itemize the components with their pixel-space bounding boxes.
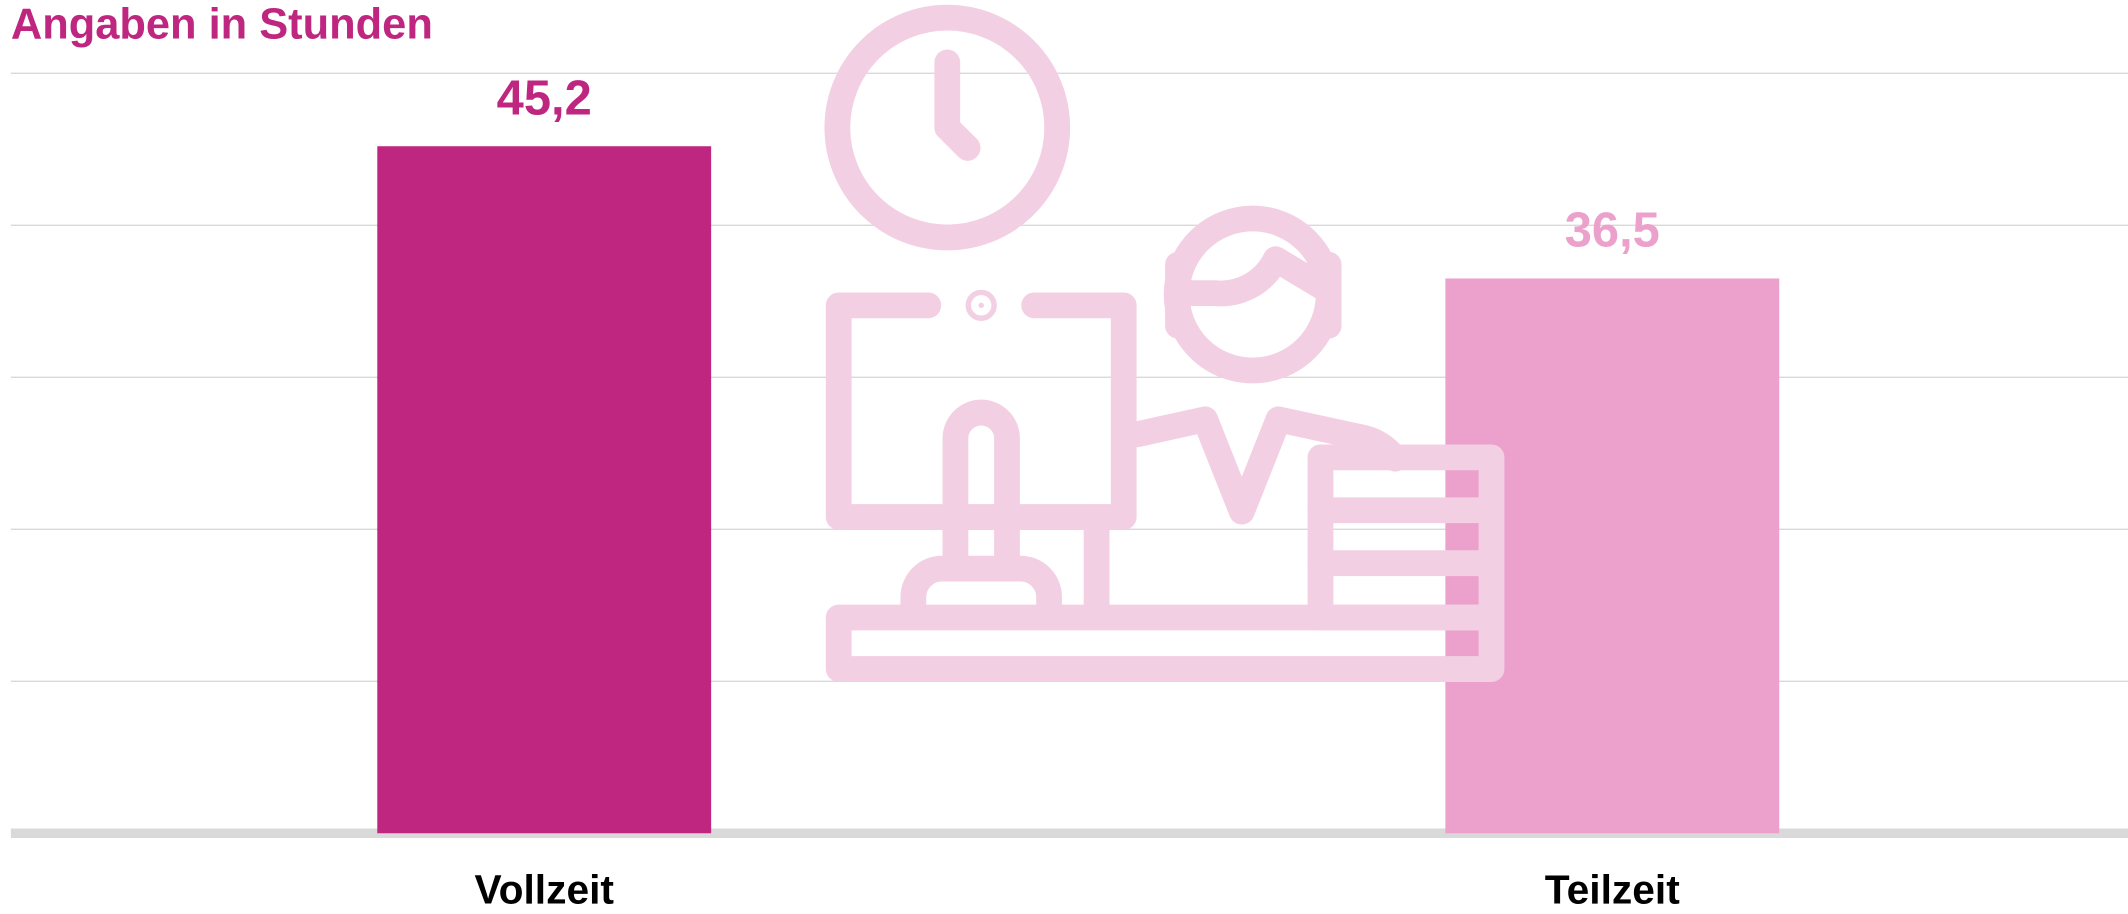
value-label: 45,2 [497, 71, 592, 125]
labels: 45,2 Vollzeit 36,5 Teilzeit [474, 71, 1680, 912]
chart-title: Angaben in Stunden [11, 1, 433, 49]
bar [377, 146, 712, 834]
grid [10, 72, 2128, 839]
x-tick-label: Teilzeit [1545, 867, 1680, 913]
x-tick-label: Vollzeit [474, 867, 614, 913]
value-label: 36,5 [1565, 204, 1660, 258]
office-icon [824, 4, 1505, 682]
bars [377, 146, 1780, 834]
